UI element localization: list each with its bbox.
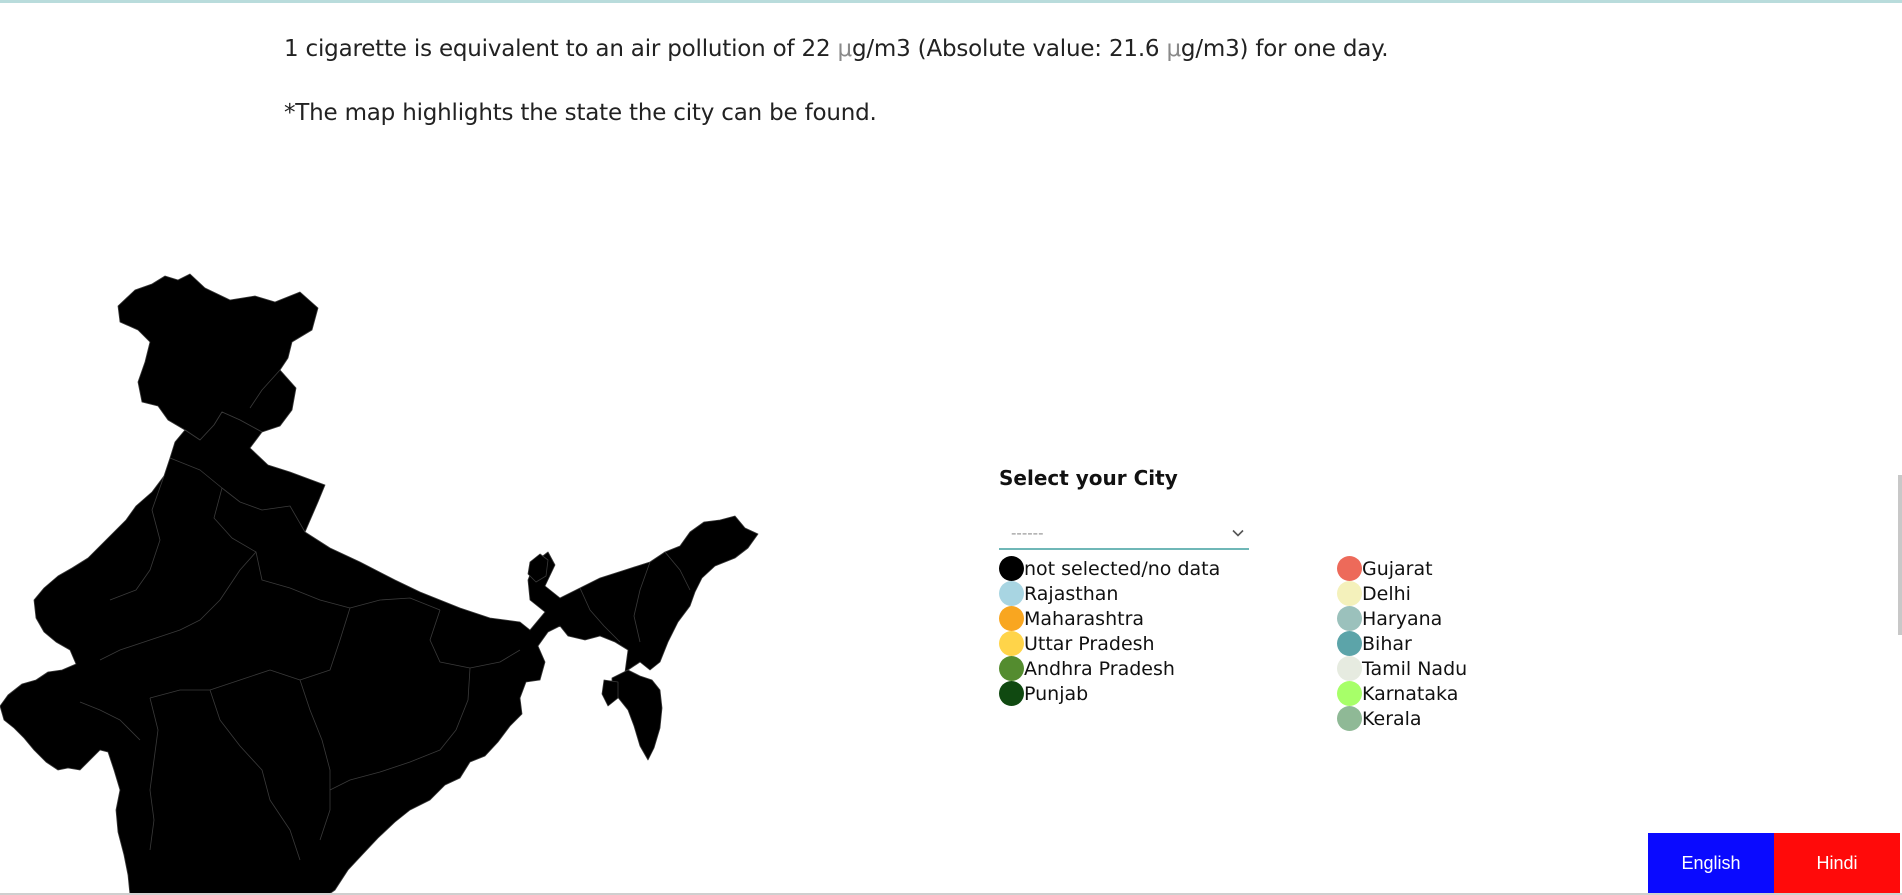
northeast-tail [611, 669, 663, 761]
legend-item: Kerala [1337, 706, 1467, 731]
legend-label: Kerala [1362, 707, 1422, 730]
legend-label: not selected/no data [1024, 557, 1221, 580]
legend-column-b: Gujarat Delhi Haryana Bihar Tamil Nadu K… [1337, 556, 1467, 731]
legend-color-dot [1337, 606, 1362, 631]
legend-item: Punjab [999, 681, 1220, 706]
legend-item: Haryana [1337, 606, 1467, 631]
legend-color-dot [1337, 706, 1362, 731]
legend-color-dot [999, 656, 1024, 681]
legend-label: Haryana [1362, 607, 1443, 630]
legend-label: Tamil Nadu [1362, 657, 1468, 680]
legend-color-dot [999, 606, 1024, 631]
legend-item: Andhra Pradesh [999, 656, 1220, 681]
legend-column-a: not selected/no data Rajasthan Maharasht… [999, 556, 1220, 706]
legend-label: Andhra Pradesh [1024, 657, 1175, 680]
legend-color-dot [999, 581, 1024, 606]
equivalence-part: g/m3 (Absolute value: 21.6 [851, 36, 1167, 62]
top-border [0, 0, 1902, 3]
equivalence-part: g/m3) for one day. [1180, 36, 1389, 62]
legend-item: Rajasthan [999, 581, 1220, 606]
chevron-down-icon [1231, 526, 1245, 544]
legend-color-dot [999, 556, 1024, 581]
micro-unit: μ [1166, 36, 1181, 62]
english-button[interactable]: English [1648, 833, 1774, 893]
select-city-title: Select your City [999, 466, 1178, 490]
hindi-button[interactable]: Hindi [1774, 833, 1900, 893]
legend-item: not selected/no data [999, 556, 1220, 581]
legend-label: Maharashtra [1024, 607, 1145, 630]
legend-label: Delhi [1362, 582, 1411, 605]
legend-color-dot [999, 681, 1024, 706]
legend-item: Karnataka [1337, 681, 1467, 706]
city-dropdown-value: ------ [1011, 524, 1044, 542]
northeast-west [601, 679, 619, 707]
map-note: *The map highlights the state the city c… [284, 100, 877, 126]
state-sikkim [527, 553, 549, 583]
legend-color-dot [1337, 631, 1362, 656]
state-jammu-kashmir [117, 273, 319, 441]
legend-color-dot [1337, 656, 1362, 681]
city-dropdown[interactable]: ------ [999, 520, 1249, 550]
intro-text: 1 cigarette is equivalent to an air poll… [284, 34, 1484, 128]
legend-item: Delhi [1337, 581, 1467, 606]
cigarette-equivalence-text: 1 cigarette is equivalent to an air poll… [284, 34, 1484, 64]
legend-item: Bihar [1337, 631, 1467, 656]
legend-color-dot [1337, 581, 1362, 606]
legend-item: Uttar Pradesh [999, 631, 1220, 656]
legend-label: Bihar [1362, 632, 1412, 655]
legend-item: Maharashtra [999, 606, 1220, 631]
legend-color-dot [1337, 556, 1362, 581]
equivalence-part: 1 cigarette is equivalent to an air poll… [284, 36, 838, 62]
legend-label: Uttar Pradesh [1024, 632, 1155, 655]
micro-unit: μ [837, 36, 853, 62]
legend-label: Punjab [1024, 682, 1089, 705]
india-map[interactable] [0, 270, 770, 895]
legend-color-dot [999, 631, 1024, 656]
legend-item: Gujarat [1337, 556, 1467, 581]
legend-item: Tamil Nadu [1337, 656, 1467, 681]
bottom-border [0, 893, 1902, 895]
legend-label: Gujarat [1362, 557, 1433, 580]
legend-label: Karnataka [1362, 682, 1459, 705]
legend-color-dot [1337, 681, 1362, 706]
mainland-india [0, 411, 759, 895]
scrollbar-thumb[interactable] [1898, 475, 1902, 635]
legend-label: Rajasthan [1024, 582, 1119, 605]
